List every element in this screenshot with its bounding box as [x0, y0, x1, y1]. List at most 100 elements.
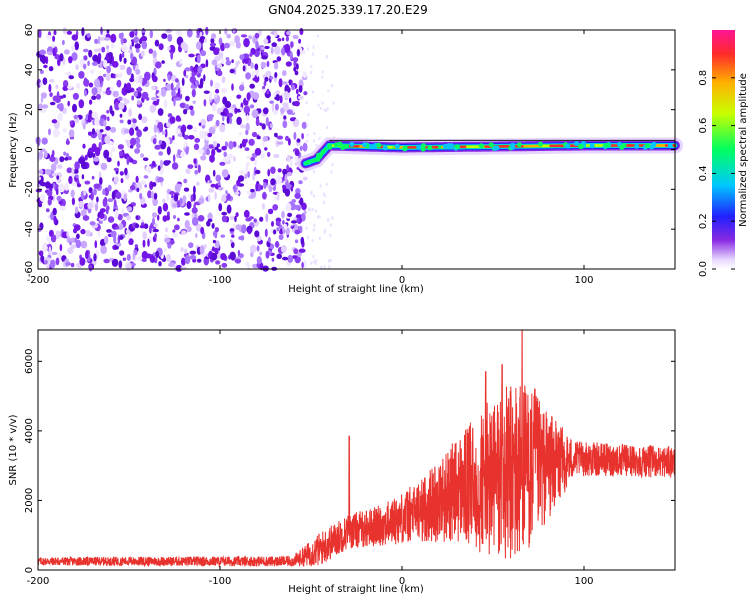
spectrogram-noise-cell: [152, 138, 157, 145]
spectrogram-signal-blob: [574, 141, 579, 147]
spectrogram-noise-cell: [243, 105, 251, 114]
spectrogram-noise-cell: [186, 169, 191, 174]
colorbar-tick-label: 0.2: [698, 213, 709, 229]
spectrogram-noise-cell: [116, 79, 122, 88]
spectrogram-noise-cell: [254, 159, 257, 166]
spectrogram-noise-cell: [197, 215, 205, 222]
spectrogram-noise-cell: [110, 43, 115, 49]
spectrogram-noise-cell: [273, 153, 280, 159]
spectrogram-noise-cell: [112, 61, 119, 68]
spectrogram-noise-cell: [65, 152, 69, 159]
spectrogram-signal-blob: [420, 146, 426, 152]
spectrogram-noise-cell: [313, 132, 316, 135]
spectrogram-noise-cell: [189, 250, 197, 255]
spectrogram-noise-cell: [168, 44, 176, 54]
spectrogram-noise-cell: [234, 258, 242, 264]
spectrogram-noise-cell: [271, 221, 274, 227]
spectrogram-noise-cell: [124, 167, 128, 176]
spectrogram-noise-cell: [80, 228, 86, 235]
spectrogram-noise-cell: [209, 154, 215, 163]
spectrogram-noise-cell: [302, 142, 308, 152]
spectrogram-noise-cell: [255, 182, 259, 192]
spectrogram-noise-cell: [325, 109, 328, 113]
spectrogram-noise-cell: [38, 151, 44, 159]
spectrogram-noise-cell: [326, 107, 329, 110]
colorbar-ticks: 0.0 0.2 0.4 0.6 0.8: [698, 70, 735, 277]
spectrogram-noise-cell: [142, 239, 146, 248]
spectrogram-noise-cell: [194, 213, 198, 218]
spectrogram-noise-cell: [106, 65, 111, 74]
spectrogram-noise-cell: [161, 60, 165, 64]
spectrogram-noise-cell: [303, 259, 307, 269]
spectrogram-noise-cell: [189, 76, 196, 84]
spectrogram-noise-cell: [125, 139, 129, 143]
spectrogram-noise-cell: [251, 70, 255, 80]
spectrogram-signal-blob: [510, 144, 516, 150]
spectrogram-noise-cell: [295, 188, 301, 195]
spectrogram-noise-cell: [98, 220, 103, 224]
spectrogram-noise-cell: [92, 54, 99, 62]
spectrogram-noise-cell: [118, 102, 125, 110]
spectrogram-noise-cell: [265, 250, 270, 259]
spectrogram-noise-cell: [266, 90, 270, 95]
spectrogram-noise-cell: [123, 128, 130, 134]
spectrogram-noise-cell: [212, 169, 216, 177]
spectrogram-noise-cell: [282, 120, 288, 129]
spectrogram-noise-cell: [276, 253, 283, 259]
spectrogram-noise-cell: [103, 258, 110, 264]
spectrogram-noise-cell: [152, 50, 157, 59]
spectrogram-noise-cell: [317, 215, 319, 219]
spectrogram-noise-cell: [122, 257, 127, 261]
spectrogram-noise-cell: [59, 244, 63, 252]
spectrogram-noise-cell: [181, 230, 187, 236]
spectrogram-signal-blob: [619, 144, 625, 150]
spectrogram-noise-cell: [306, 133, 309, 137]
spectrogram-noise-cell: [172, 229, 176, 233]
spectrogram-noise-cell: [277, 141, 284, 145]
spectrogram-noise-cell: [196, 258, 202, 263]
spectrogram-noise-cell: [294, 239, 299, 244]
spectrogram-noise-cell: [91, 87, 98, 96]
spectrogram-noise-cell: [294, 155, 299, 163]
spectrogram-noise-cell: [184, 220, 190, 229]
spectrogram-noise-cell: [254, 230, 260, 238]
spectrogram-noise-cell: [74, 237, 78, 243]
spectrogram-noise-cell: [232, 104, 237, 109]
spectrogram-y-tick-label: -40: [24, 221, 35, 237]
spectrogram-noise-cell: [196, 54, 201, 64]
spectrogram-noise-cell: [310, 261, 313, 265]
spectrogram-noise-cell: [107, 184, 112, 192]
spectrogram-noise-cell: [65, 71, 71, 76]
spectrogram-noise-cell: [50, 163, 57, 172]
spectrogram-noise-cell: [138, 74, 143, 84]
spectrogram-noise-cell: [283, 103, 289, 112]
spectrogram-noise-cell: [270, 178, 276, 186]
spectrogram-noise-cell: [74, 161, 80, 171]
spectrogram-noise-cell: [274, 72, 278, 78]
spectrogram-noise-cell: [119, 53, 123, 62]
spectrogram-noise-cell: [294, 229, 301, 235]
spectrogram-noise-cell: [200, 118, 207, 126]
spectrogram-signal-blob: [382, 145, 388, 151]
spectrogram-noise-cell: [38, 169, 44, 175]
spectrogram-noise-cell: [46, 262, 50, 271]
colorbar-tick-label: 0.0: [698, 261, 709, 277]
spectrogram-noise-cell: [140, 35, 148, 42]
spectrogram-noise-cell: [276, 135, 283, 140]
spectrogram-noise-cell: [126, 66, 132, 76]
spectrogram-noise-cell: [329, 223, 332, 227]
spectrogram-noise-cell: [88, 131, 92, 136]
spectrogram-noise-cell: [223, 42, 230, 49]
spectrogram-noise-cell: [157, 108, 164, 116]
spectrogram-noise-cell: [71, 179, 77, 187]
spectrogram-noise-cell: [329, 233, 332, 237]
spectrogram-noise-cell: [78, 99, 85, 109]
spectrogram-noise-cell: [165, 227, 168, 233]
spectrogram-noise-cell: [203, 99, 207, 107]
spectrogram-noise-cell: [284, 188, 291, 197]
spectrogram-noise-cell: [188, 105, 194, 111]
spectrogram-noise-cell: [217, 181, 221, 186]
spectrogram-noise-cell: [319, 184, 322, 188]
spectrogram-noise-cell: [138, 113, 143, 121]
spectrogram-noise-cell: [180, 127, 184, 134]
